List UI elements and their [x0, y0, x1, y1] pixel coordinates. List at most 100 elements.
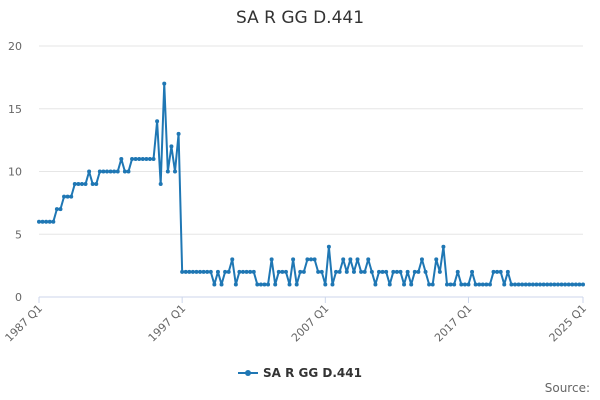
data-point[interactable]	[573, 282, 578, 287]
data-point[interactable]	[552, 282, 557, 287]
data-point[interactable]	[87, 169, 92, 174]
data-point[interactable]	[230, 257, 235, 262]
data-point[interactable]	[330, 282, 335, 287]
data-point[interactable]	[538, 282, 543, 287]
data-point[interactable]	[62, 194, 67, 199]
data-point[interactable]	[312, 257, 317, 262]
data-point[interactable]	[165, 169, 170, 174]
data-point[interactable]	[37, 219, 41, 224]
data-point[interactable]	[65, 194, 70, 199]
data-point[interactable]	[79, 182, 84, 187]
data-point[interactable]	[130, 156, 135, 161]
data-point[interactable]	[212, 282, 217, 287]
data-point[interactable]	[112, 169, 117, 174]
data-point[interactable]	[452, 282, 457, 287]
data-point[interactable]	[219, 282, 224, 287]
data-point[interactable]	[462, 282, 467, 287]
data-point[interactable]	[577, 282, 582, 287]
data-point[interactable]	[319, 269, 324, 274]
data-point[interactable]	[294, 282, 299, 287]
data-point[interactable]	[40, 219, 45, 224]
data-point[interactable]	[520, 282, 525, 287]
data-point[interactable]	[72, 182, 77, 187]
data-point[interactable]	[409, 282, 414, 287]
data-point[interactable]	[169, 144, 174, 149]
data-point[interactable]	[369, 269, 374, 274]
data-point[interactable]	[473, 282, 478, 287]
data-point[interactable]	[570, 282, 575, 287]
data-point[interactable]	[305, 257, 310, 262]
data-point[interactable]	[58, 207, 63, 212]
data-point[interactable]	[351, 269, 356, 274]
data-point[interactable]	[505, 269, 510, 274]
data-point[interactable]	[155, 119, 160, 124]
data-point[interactable]	[391, 269, 396, 274]
data-point[interactable]	[484, 282, 489, 287]
data-point[interactable]	[459, 282, 464, 287]
data-point[interactable]	[309, 257, 313, 262]
data-point[interactable]	[215, 269, 220, 274]
data-point[interactable]	[301, 269, 306, 274]
data-point[interactable]	[437, 269, 442, 274]
data-point[interactable]	[470, 269, 475, 274]
data-point[interactable]	[223, 269, 228, 274]
data-point[interactable]	[377, 269, 381, 274]
data-point[interactable]	[83, 182, 88, 187]
data-point[interactable]	[384, 269, 389, 274]
data-point[interactable]	[419, 257, 424, 262]
data-point[interactable]	[480, 282, 485, 287]
data-point[interactable]	[137, 156, 142, 161]
data-point[interactable]	[266, 282, 271, 287]
data-point[interactable]	[158, 182, 163, 187]
data-point[interactable]	[298, 269, 303, 274]
data-point[interactable]	[244, 269, 249, 274]
data-point[interactable]	[534, 282, 539, 287]
data-point[interactable]	[90, 182, 95, 187]
data-point[interactable]	[208, 269, 213, 274]
data-point[interactable]	[405, 269, 410, 274]
data-point[interactable]	[144, 156, 149, 161]
data-point[interactable]	[108, 169, 113, 174]
data-point[interactable]	[355, 257, 360, 262]
data-point[interactable]	[97, 169, 102, 174]
data-point[interactable]	[280, 269, 285, 274]
data-point[interactable]	[563, 282, 568, 287]
data-point[interactable]	[176, 131, 181, 136]
data-point[interactable]	[337, 269, 342, 274]
data-point[interactable]	[434, 257, 439, 262]
data-point[interactable]	[205, 269, 210, 274]
data-point[interactable]	[394, 269, 399, 274]
data-point[interactable]	[101, 169, 106, 174]
data-point[interactable]	[287, 282, 292, 287]
data-point[interactable]	[323, 282, 328, 287]
data-point[interactable]	[162, 81, 167, 86]
data-point[interactable]	[548, 282, 553, 287]
data-point[interactable]	[237, 269, 242, 274]
data-point[interactable]	[269, 257, 274, 262]
data-point[interactable]	[498, 269, 503, 274]
data-point[interactable]	[283, 269, 288, 274]
data-point[interactable]	[366, 257, 371, 262]
data-point[interactable]	[344, 269, 349, 274]
data-point[interactable]	[54, 207, 59, 212]
data-point[interactable]	[69, 194, 74, 199]
data-point[interactable]	[76, 182, 81, 187]
data-point[interactable]	[334, 269, 339, 274]
data-point[interactable]	[251, 269, 256, 274]
data-point[interactable]	[241, 269, 245, 274]
data-point[interactable]	[194, 269, 199, 274]
data-point[interactable]	[513, 282, 517, 287]
data-point[interactable]	[262, 282, 267, 287]
data-point[interactable]	[47, 219, 52, 224]
data-point[interactable]	[427, 282, 432, 287]
data-point[interactable]	[291, 257, 296, 262]
data-point[interactable]	[362, 269, 367, 274]
data-point[interactable]	[359, 269, 364, 274]
data-point[interactable]	[509, 282, 514, 287]
data-point[interactable]	[516, 282, 521, 287]
data-point[interactable]	[523, 282, 528, 287]
data-point[interactable]	[133, 156, 138, 161]
data-point[interactable]	[180, 269, 185, 274]
data-point[interactable]	[402, 282, 407, 287]
data-point[interactable]	[183, 269, 188, 274]
